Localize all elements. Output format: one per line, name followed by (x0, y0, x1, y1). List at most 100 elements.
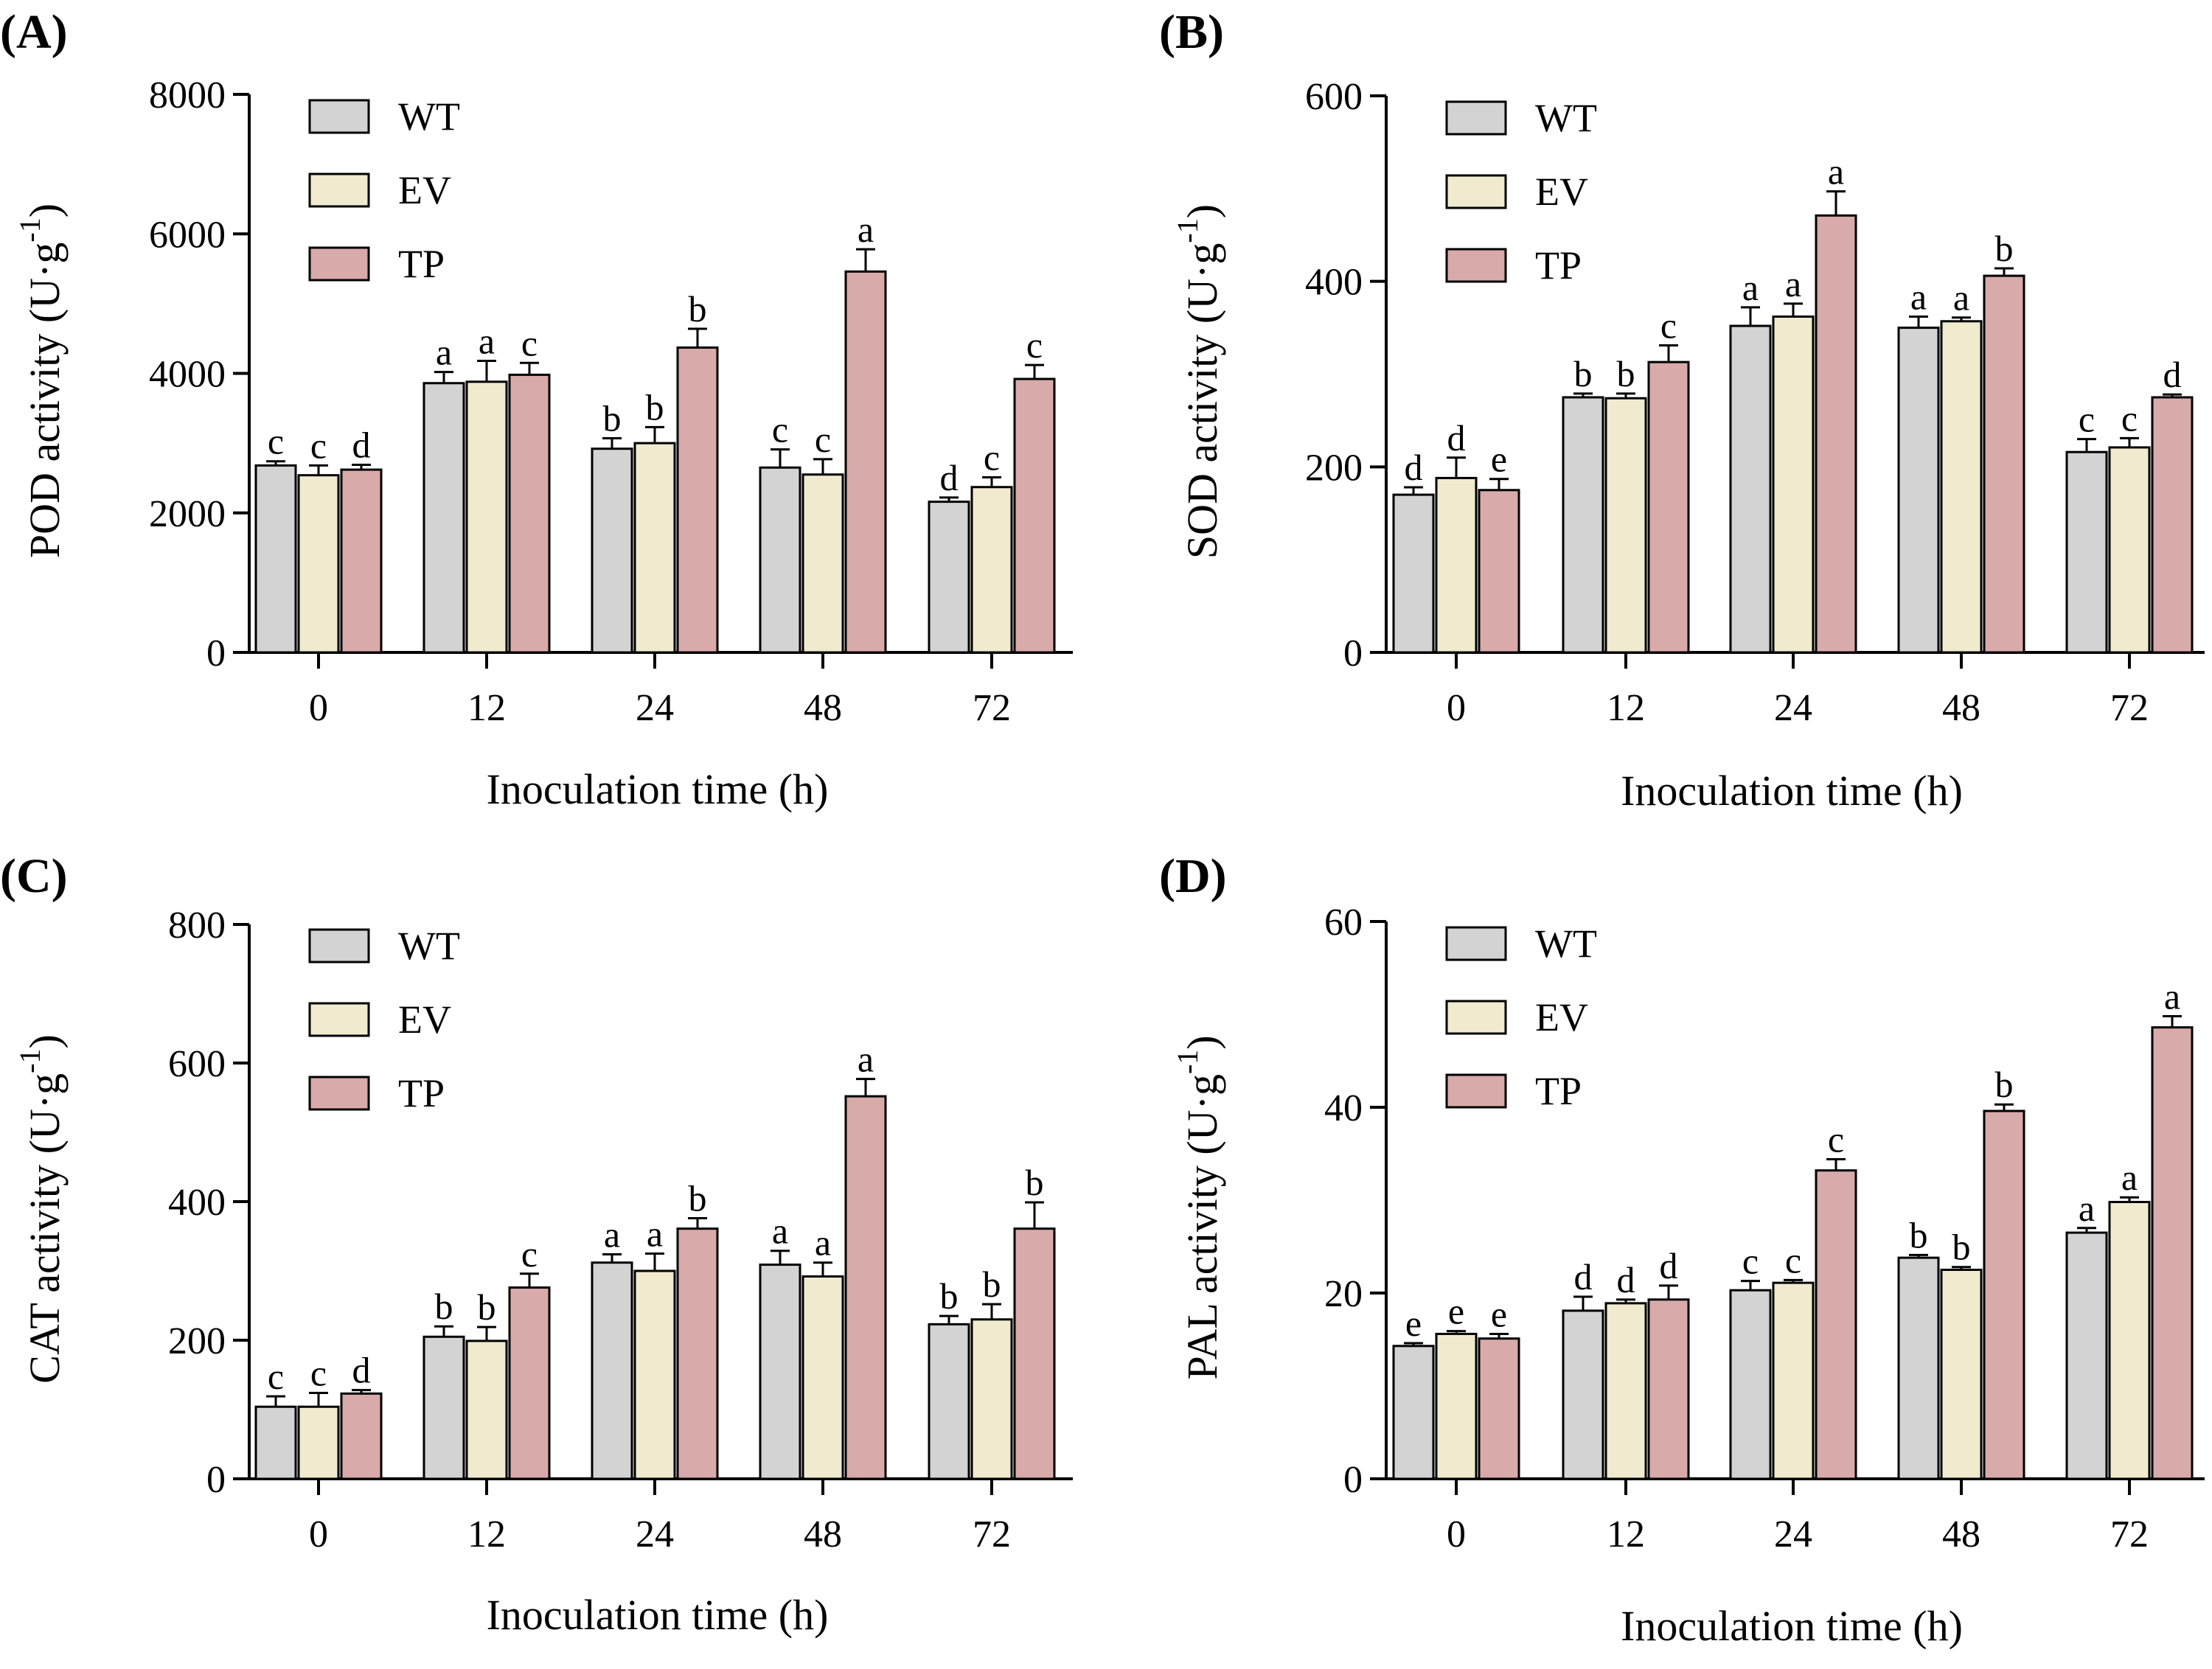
bar-wt (1729, 324, 1772, 654)
bar-wt (1392, 493, 1435, 654)
significance-letter: c (310, 425, 327, 466)
significance-letter: b (983, 1264, 1001, 1305)
y-tick-label: 0 (206, 633, 226, 675)
legend-swatch-ev (308, 1002, 370, 1037)
y-tick-label: 0 (1343, 633, 1363, 675)
significance-letter: e (1491, 439, 1507, 480)
significance-letter: b (1952, 1227, 1971, 1268)
significance-letter: b (603, 398, 622, 439)
y-axis-title-sup: -1 (1171, 1050, 1204, 1074)
bar-tp (1647, 360, 1690, 654)
chart-panel-b: (B) 0 200 400 600 0 12 24 48 72 Inoculation time (… (1159, 5, 2205, 815)
bar-ev (2108, 446, 2151, 654)
bar-wt (591, 447, 633, 654)
bar-wt (1562, 396, 1604, 654)
x-tick-label: 48 (804, 1513, 842, 1555)
bar-wt (254, 1405, 297, 1480)
significance-letter: b (1574, 353, 1593, 394)
significance-letter: a (604, 1213, 620, 1255)
bar-wt (759, 1264, 801, 1480)
legend-label-tp: TP (398, 1071, 445, 1115)
x-tick-label: 24 (636, 1513, 674, 1555)
significance-letter: a (772, 1210, 788, 1252)
x-tick-label: 72 (2110, 687, 2149, 729)
significance-letter: b (689, 1178, 707, 1219)
y-axis-title: PAL activity (U·g-1) (1171, 1035, 1226, 1379)
legend-label-wt: WT (398, 924, 460, 968)
bar-tp (676, 346, 719, 654)
y-tick-label: 0 (206, 1459, 226, 1501)
y-axis-title: POD activity (U·g-1) (13, 203, 69, 558)
significance-letter: d (1617, 1259, 1635, 1300)
bar-tp (676, 1227, 719, 1480)
significance-letter: b (435, 1286, 453, 1327)
significance-letter: a (2164, 976, 2180, 1017)
significance-letter: b (1617, 353, 1635, 394)
significance-letter: c (521, 322, 538, 363)
significance-letter: a (858, 1039, 874, 1080)
y-tick-label: 40 (1324, 1087, 1363, 1129)
y-tick-label: 200 (1305, 447, 1363, 489)
x-tick-label: 12 (467, 687, 506, 729)
significance-letter: a (647, 1213, 663, 1255)
legend-label-wt: WT (1535, 921, 1597, 966)
significance-letter: d (2163, 354, 2182, 395)
x-tick-label: 48 (1942, 687, 1980, 729)
significance-letter: a (1742, 267, 1759, 308)
bar-tp (508, 373, 551, 654)
significance-letter: b (1995, 228, 2014, 269)
bar-tp (508, 1286, 551, 1480)
legend-label-ev: EV (1535, 170, 1588, 214)
panel-label: (B) (1159, 5, 1224, 59)
significance-letter: d (1660, 1245, 1678, 1286)
legend-swatch-ev (1445, 1000, 1507, 1035)
bar-tp (844, 1095, 887, 1480)
legend-swatch-ev (308, 173, 370, 208)
significance-letter: a (2079, 1188, 2095, 1229)
bar-wt (1897, 1256, 1940, 1480)
y-tick-label: 60 (1324, 902, 1363, 944)
x-tick-label: 0 (1447, 1513, 1466, 1555)
bar-ev (1435, 476, 1478, 654)
bar-ev (633, 442, 676, 654)
bar-ev (297, 1405, 340, 1480)
significance-letter: a (1785, 263, 1801, 304)
significance-letter: c (1828, 1119, 1844, 1160)
bar-ev (1940, 320, 1983, 654)
y-axis-title-sup: -1 (1171, 218, 1204, 243)
significance-letter: e (1405, 1303, 1422, 1344)
significance-letter: b (646, 386, 664, 428)
x-tick-label: 24 (1774, 1513, 1812, 1555)
x-tick-label: 24 (636, 687, 674, 729)
y-axis-title: SOD activity (U·g-1) (1171, 204, 1226, 559)
y-tick-label: 400 (1305, 262, 1363, 304)
panel-label: (A) (0, 5, 68, 59)
x-tick-label: 12 (1607, 687, 1645, 729)
bar-wt (422, 382, 465, 654)
legend-swatch-wt (1445, 926, 1507, 961)
y-axis-title-sup: -1 (13, 217, 46, 242)
y-axis-title: CAT activity (U·g-1) (13, 1034, 69, 1384)
y-tick-label: 400 (168, 1182, 226, 1224)
significance-letter: a (1953, 277, 1969, 318)
x-axis-title: Inoculation time (h) (1621, 1602, 1963, 1650)
bar-tp (340, 1392, 383, 1480)
significance-letter: b (478, 1286, 496, 1328)
significance-letter: a (1910, 276, 1927, 317)
bar-tp (2151, 1026, 2194, 1480)
x-tick-label: 48 (804, 687, 842, 729)
bar-wt (928, 1323, 970, 1480)
x-tick-label: 12 (467, 1513, 506, 1555)
bar-wt (1897, 327, 1940, 654)
x-tick-label: 72 (2110, 1513, 2149, 1555)
bar-ev (465, 1339, 508, 1480)
significance-letter: d (1574, 1256, 1593, 1297)
significance-letter: b (940, 1275, 959, 1317)
x-axis-title: Inoculation time (h) (1621, 767, 1963, 815)
legend-swatch-wt (1445, 100, 1507, 136)
y-axis-title-close: ) (21, 1034, 69, 1048)
significance-letter: a (1828, 151, 1844, 192)
significance-letter: a (2121, 1157, 2138, 1198)
legend-label-tp: TP (1535, 243, 1582, 288)
